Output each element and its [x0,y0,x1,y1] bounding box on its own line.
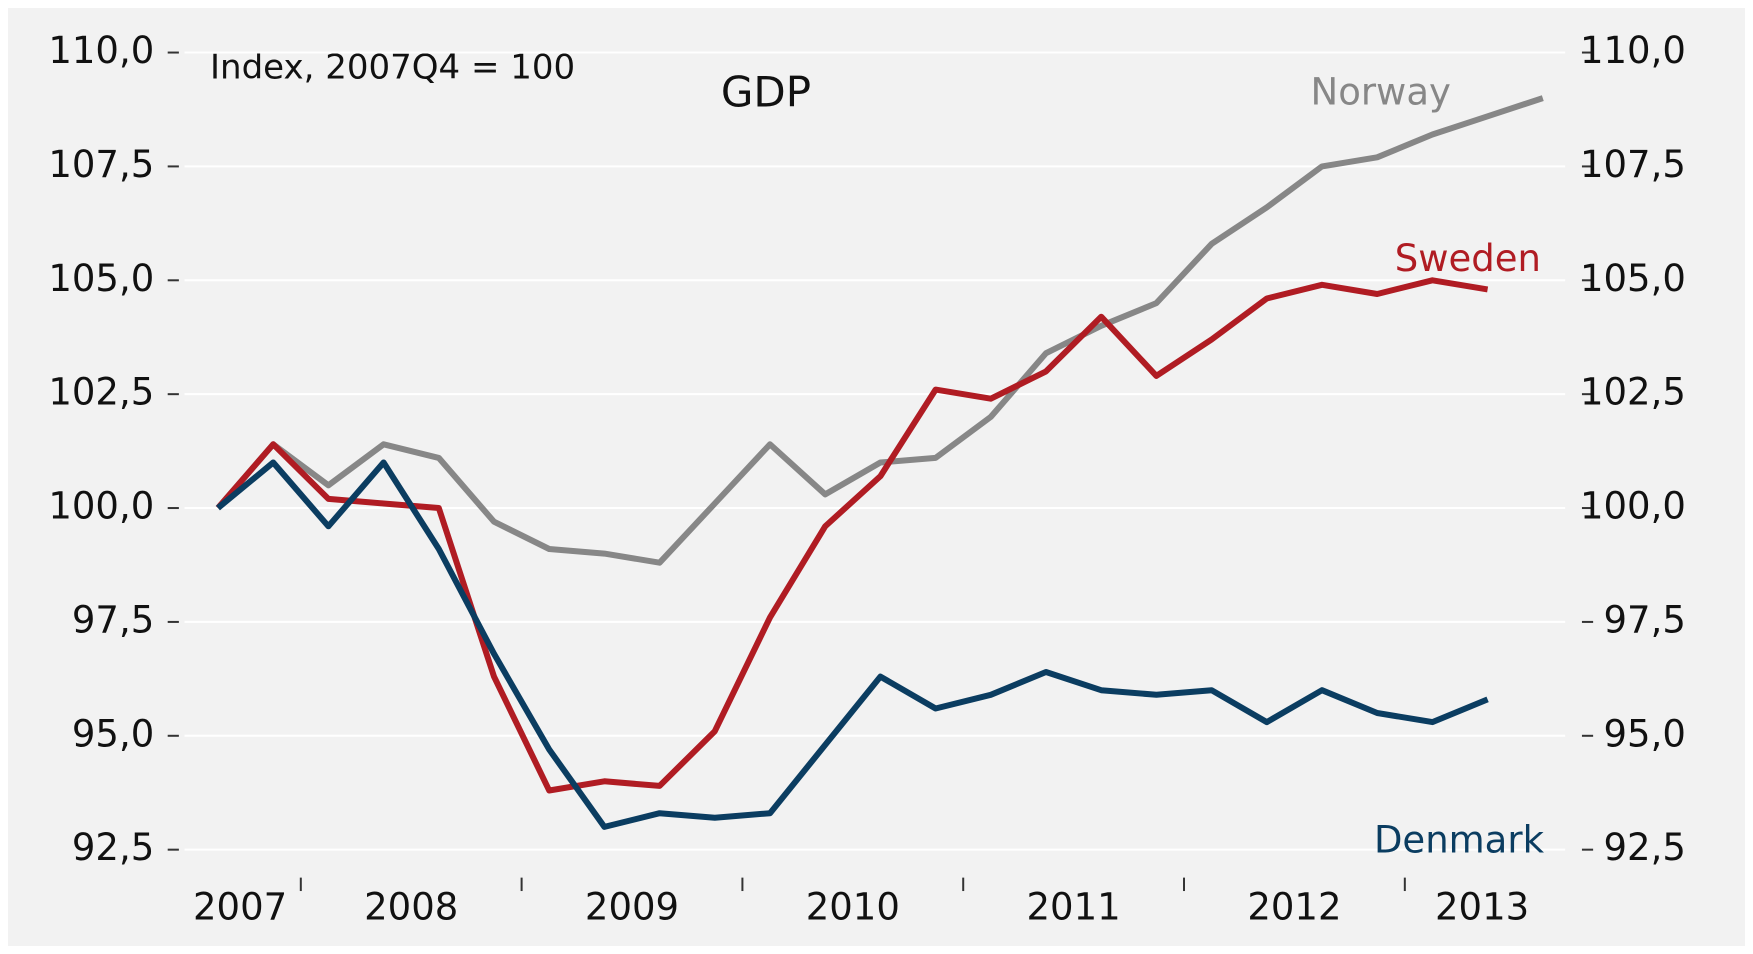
y-tick-label: 100,0 [48,485,154,528]
y2-tick-label: 107,5 [1580,143,1686,186]
y-tick-label: 92,5 [72,826,154,869]
x-tick-label: 2011 [1027,885,1121,928]
series-label: Denmark [1374,818,1545,861]
x-tick-label: 2013 [1435,885,1529,928]
y2-tick-label: 92,5 [1604,826,1686,869]
y-tick-label: 97,5 [72,598,154,641]
series-label: Norway [1311,70,1451,113]
x-tick-label: 2010 [806,885,900,928]
y2-tick-label: 110,0 [1580,29,1686,72]
y2-tick-label: 97,5 [1604,598,1686,641]
x-tick-label: 2008 [364,885,458,928]
y-tick-label: 95,0 [72,712,154,755]
x-tick-label: 2009 [585,885,679,928]
y2-tick-label: 95,0 [1604,712,1686,755]
x-tick-label: 2007 [193,885,287,928]
series-line [216,459,1489,830]
chart-title: GDP [721,68,811,117]
y2-tick-label: 100,0 [1580,485,1686,528]
y2-tick-label: 102,5 [1580,371,1686,414]
y-tick-label: 105,0 [48,257,154,300]
chart-subtitle: Index, 2007Q4 = 100 [210,48,575,88]
series-label: Sweden [1395,237,1541,280]
series-line [215,277,1489,794]
series-line [215,95,1544,566]
y-tick-label: 102,5 [48,371,154,414]
y2-tick-label: 105,0 [1580,257,1686,300]
y-tick-label: 107,5 [48,143,154,186]
x-tick-label: 2012 [1247,885,1341,928]
y-tick-label: 110,0 [48,29,154,72]
